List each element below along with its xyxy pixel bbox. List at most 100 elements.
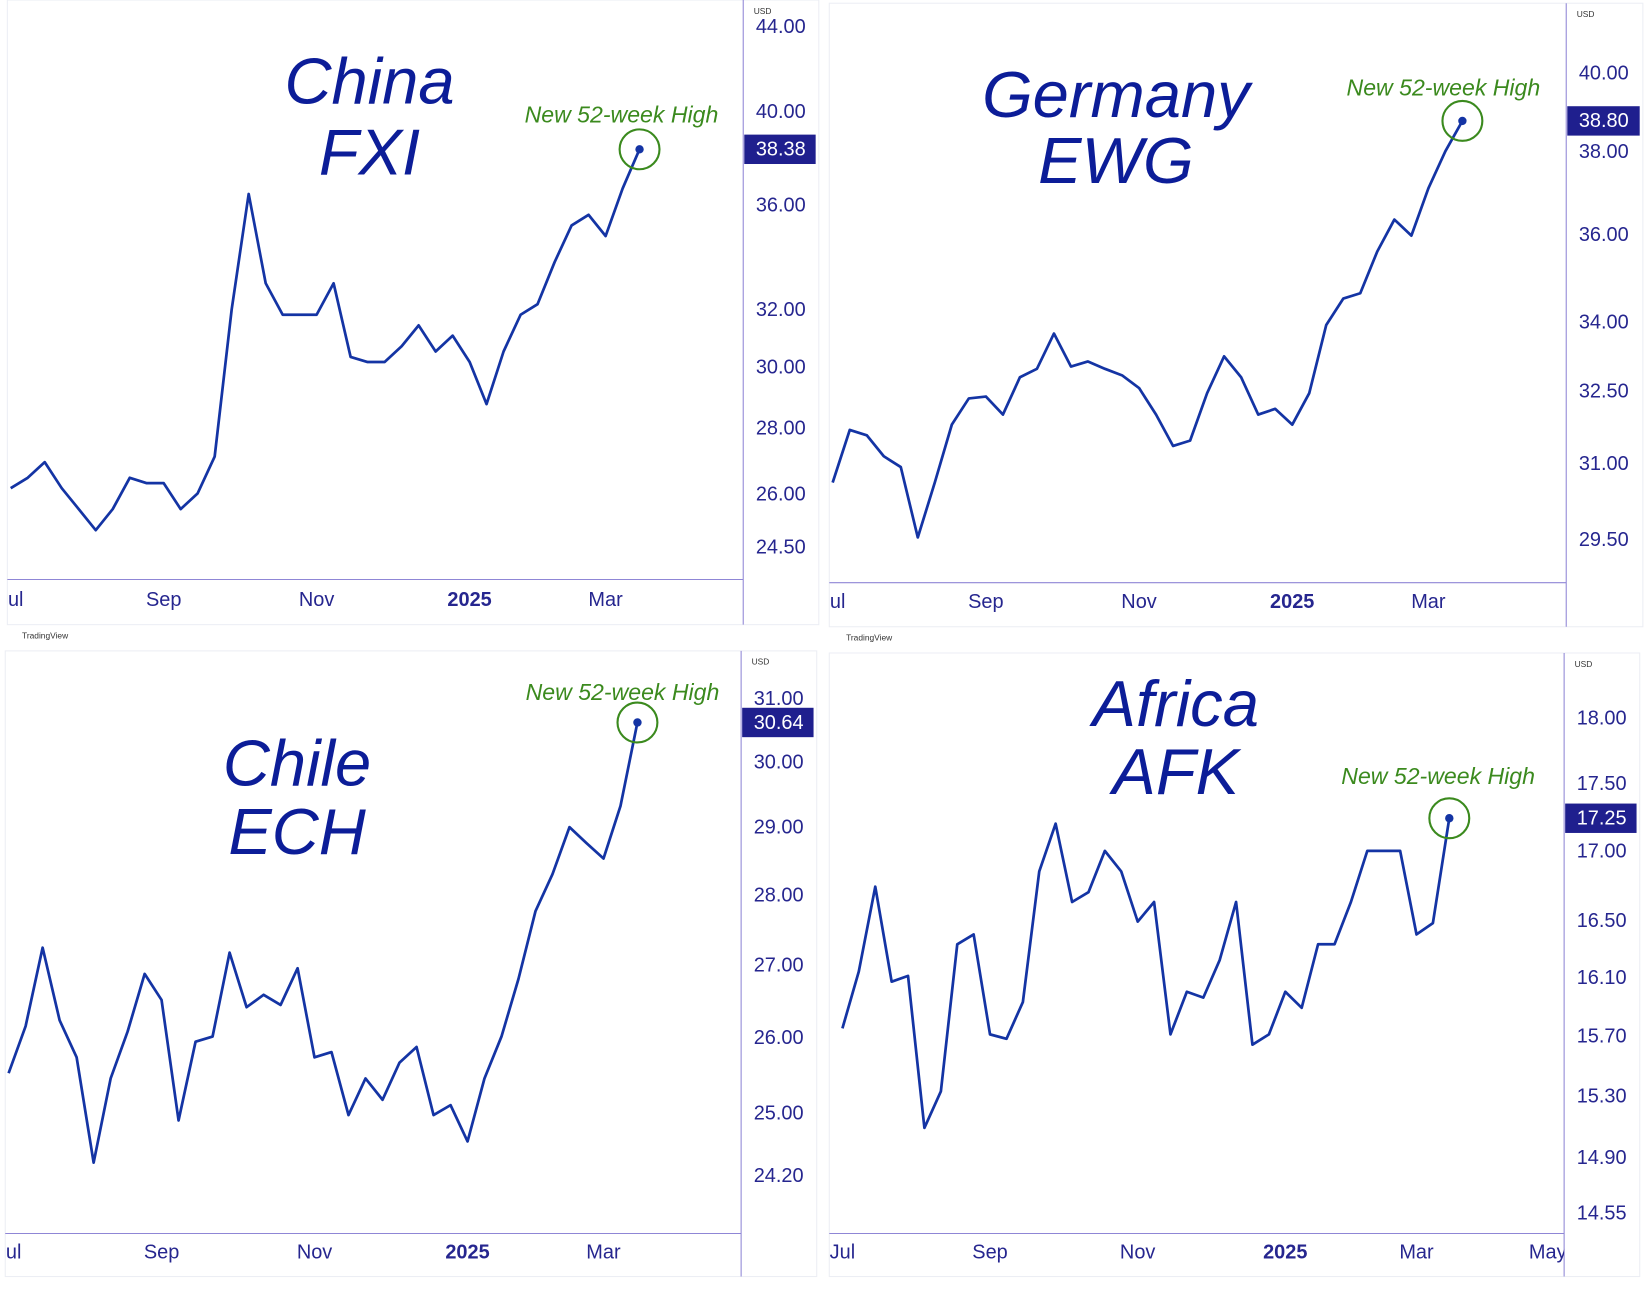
x-tick-label: Jul [820, 591, 846, 613]
currency-label: USD [1577, 9, 1595, 19]
plot [841, 818, 1451, 1130]
x-tick-label: Jul [0, 589, 23, 611]
last-point [1445, 814, 1454, 823]
y-tick-label: 40.00 [756, 101, 806, 123]
x-tick-label: Nov [297, 1242, 332, 1264]
highlight-ring [618, 128, 661, 171]
y-tick-label: 24.50 [756, 536, 806, 558]
x-tick-label: Jul [830, 1242, 856, 1264]
y-tick-label: 32.00 [756, 299, 806, 321]
x-tick-label: 2025 [447, 589, 491, 611]
watermark: TradingView [22, 630, 69, 640]
highlight-ring [616, 701, 659, 744]
y-tick-label: 17.00 [1577, 840, 1627, 862]
x-tick-label: Jul [0, 1242, 21, 1264]
chart-title: Africa [1089, 667, 1259, 740]
price-line [841, 818, 1451, 1130]
currency-label: USD [754, 6, 772, 16]
x-axis-labels: Jul Sep Nov 2025 Mar May [830, 1242, 1567, 1264]
y-tick-label: 28.00 [754, 884, 804, 906]
y-tick-label: 30.00 [756, 356, 806, 378]
chart-title: Germany [982, 58, 1253, 131]
panel-border [4, 650, 818, 1278]
x-tick-label: Mar [1399, 1242, 1434, 1264]
currency-label: USD [752, 657, 770, 667]
x-tick-label: Nov [1121, 591, 1156, 613]
last-point [633, 718, 642, 727]
x-tick-label: 2025 [1263, 1242, 1307, 1264]
y-tick-label: 36.00 [1579, 224, 1629, 246]
chart-title: AFK [1108, 735, 1241, 808]
annotation: New 52-week High [525, 102, 719, 128]
price-line [9, 148, 641, 532]
watermark: TradingView [846, 633, 893, 643]
y-tick-label: 31.00 [1579, 453, 1629, 475]
y-tick-label: 31.00 [754, 688, 804, 710]
price-tag [744, 134, 816, 165]
x-tick-label: Sep [144, 1242, 179, 1264]
price-line [831, 120, 1464, 539]
x-axis-labels: Jul Sep Nov 2025 Mar [820, 591, 1446, 613]
y-tick-label: 27.00 [754, 954, 804, 976]
chart-title: EWG [1038, 124, 1193, 197]
chart-panel: USD TradingView 14.55 14.90 15.30 15.70 16.10 1… [828, 633, 1641, 1278]
y-tick-label: 26.00 [754, 1027, 804, 1049]
x-tick-label: Sep [968, 591, 1003, 613]
y-tick-label: 14.55 [1577, 1203, 1627, 1225]
y-tick-label: 14.90 [1577, 1147, 1627, 1169]
annotation: New 52-week High [1347, 74, 1541, 100]
price-tag [1565, 803, 1637, 833]
y-tick-label: 25.00 [754, 1103, 804, 1125]
x-tick-label: Sep [146, 589, 181, 611]
price-tag [1567, 106, 1640, 136]
x-tick-label: Nov [1120, 1242, 1155, 1264]
x-tick-label: Mar [588, 589, 623, 611]
x-tick-label: Sep [972, 1242, 1007, 1264]
x-axis-labels: Jul Sep Nov 2025 Mar [0, 589, 623, 611]
panel-border [828, 2, 1644, 628]
last-point [635, 145, 644, 154]
y-tick-label: 40.00 [1579, 63, 1629, 85]
y-tick-label: 28.00 [756, 418, 806, 440]
y-tick-label: 44.00 [756, 16, 806, 38]
y-tick-label: 16.50 [1577, 910, 1627, 932]
x-axis-labels: Jul Sep Nov 2025 Mar [0, 1242, 621, 1264]
x-tick-label: 2025 [1270, 591, 1314, 613]
plot [831, 120, 1464, 539]
highlight-ring [1428, 797, 1471, 840]
chart-panel: USD 24.50 26.00 28.00 30.00 32.00 36.00 40.00 44… [0, 0, 820, 626]
y-tick-label: 29.50 [1579, 529, 1629, 551]
y-tick-label: 34.00 [1579, 311, 1629, 333]
currency-label: USD [1575, 659, 1593, 669]
plot [9, 148, 641, 532]
y-tick-label: 26.00 [756, 484, 806, 506]
annotation: New 52-week High [526, 679, 720, 705]
chart-title: China [284, 44, 454, 117]
y-tick-label: 16.10 [1577, 967, 1627, 989]
price-tag-label: 38.80 [1579, 110, 1629, 132]
x-tick-label: Mar [586, 1242, 621, 1264]
panel-border [828, 652, 1641, 1278]
price-tag-label: 30.64 [754, 712, 804, 734]
highlight-ring [1441, 99, 1484, 142]
price-tag [742, 707, 814, 738]
x-tick-label: May [1529, 1242, 1567, 1264]
y-tick-label: 30.00 [754, 751, 804, 773]
chart-title: FXI [319, 116, 420, 189]
y-tick-label: 32.50 [1579, 381, 1629, 403]
annotation: New 52-week High [1341, 763, 1535, 789]
price-tag-label: 38.38 [756, 139, 806, 161]
y-tick-label: 15.70 [1577, 1026, 1627, 1048]
price-tag-label: 17.25 [1577, 808, 1627, 830]
plot [7, 722, 639, 1165]
y-tick-label: 38.00 [1579, 141, 1629, 163]
y-tick-label: 17.50 [1577, 773, 1627, 795]
chart-title: Chile [223, 727, 371, 800]
chart-title: ECH [228, 795, 366, 868]
y-tick-label: 29.00 [754, 817, 804, 839]
price-line [7, 722, 639, 1165]
panel-border [6, 0, 820, 626]
y-tick-label: 24.20 [754, 1165, 804, 1187]
